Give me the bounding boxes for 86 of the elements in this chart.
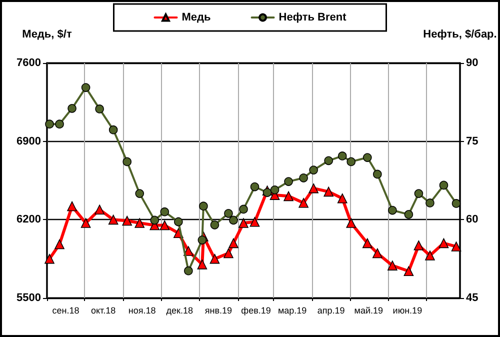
x-tick-label: май.19 [354,306,384,316]
point [197,260,208,270]
point [150,216,160,225]
point [414,240,424,250]
point [337,194,348,204]
point [238,218,248,228]
point [228,238,238,248]
point [160,207,170,216]
point [239,204,248,214]
point [338,152,347,160]
y-tick-label: 6900 [16,135,41,148]
point [270,186,280,194]
point [284,177,293,186]
point [54,239,64,250]
point [184,266,193,276]
y-axis-title: Медь, $/т [22,28,72,40]
x-tick-label: окт.18 [90,306,116,316]
point [324,186,334,197]
x-tick-label: янв.19 [204,306,232,316]
x-tick-label: сен.18 [52,306,80,316]
point [388,206,397,215]
point [404,266,414,276]
point [308,183,318,194]
point [250,217,260,227]
point [262,188,272,197]
y2-tick-label: 45 [466,292,478,304]
point [108,125,118,134]
y2-tick-label: 90 [466,57,478,69]
point [134,218,145,228]
point [298,198,308,208]
point [324,156,333,166]
point [426,198,434,208]
point [425,250,435,260]
point [122,216,132,226]
y2-axis-title: Нефть, $/бар. [423,28,497,40]
point [452,199,461,208]
point [95,104,104,114]
point [373,170,382,179]
point [362,153,372,162]
point [122,157,132,166]
point [80,218,91,228]
y2-tick-label: 60 [466,214,478,226]
y-tick-label: 5500 [16,292,41,304]
point [44,254,54,264]
legend-label: Медь [182,12,212,24]
point [346,218,356,228]
point [55,120,64,128]
x-tick-label: апр.19 [317,306,345,316]
point [68,104,76,113]
point [451,242,462,252]
point [299,173,308,182]
y-tick-label: 7600 [16,57,41,69]
point [198,236,207,244]
point [309,166,318,174]
x-tick-label: мар.19 [278,306,307,316]
legend-label: Нефть Brent [278,12,347,24]
point [174,217,183,226]
point [362,238,372,248]
point [414,189,424,198]
point [229,216,238,225]
point [404,210,414,219]
point [284,191,294,202]
x-tick-label: фев.19 [241,306,271,316]
point [388,260,398,270]
point [94,204,104,214]
point [250,182,260,192]
point [224,248,234,258]
x-tick-label: ноя.18 [128,306,156,316]
point [224,209,233,218]
point [160,220,170,230]
point [439,180,448,190]
y-tick-label: 6200 [16,214,41,226]
x-tick-label: июн.19 [392,306,422,316]
x-tick-label: дек.18 [166,306,194,316]
point [346,157,356,166]
point [135,189,144,198]
point [199,202,208,210]
point [67,201,77,212]
point [81,83,90,92]
point [210,254,220,264]
point [45,120,54,128]
y2-tick-label: 75 [466,135,478,148]
point [438,238,449,248]
point [108,214,118,225]
point [210,220,220,230]
point [372,248,382,258]
